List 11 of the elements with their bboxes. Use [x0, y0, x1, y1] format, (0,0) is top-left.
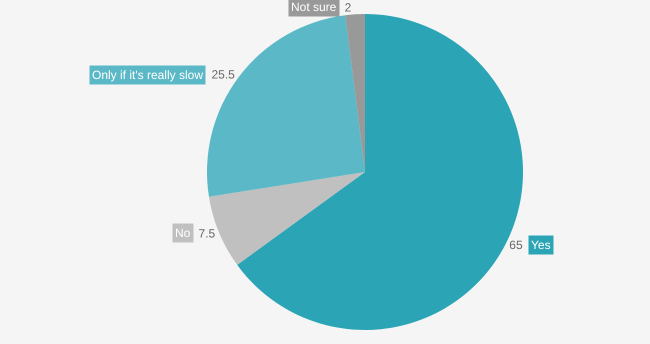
- slice-label: Only if it's really slow: [92, 68, 204, 82]
- data-label: 25.5: [211, 68, 236, 82]
- data-label: 65: [509, 238, 523, 252]
- slice-label: Yes: [531, 238, 551, 252]
- data-label: 7.5: [198, 226, 216, 240]
- pie-slice: [345, 14, 365, 172]
- data-label: 2: [344, 0, 352, 14]
- pie-slice: [237, 14, 523, 330]
- slice-label: No: [175, 226, 191, 240]
- pie-slice: [207, 15, 365, 197]
- slice-label: Not sure: [291, 0, 337, 14]
